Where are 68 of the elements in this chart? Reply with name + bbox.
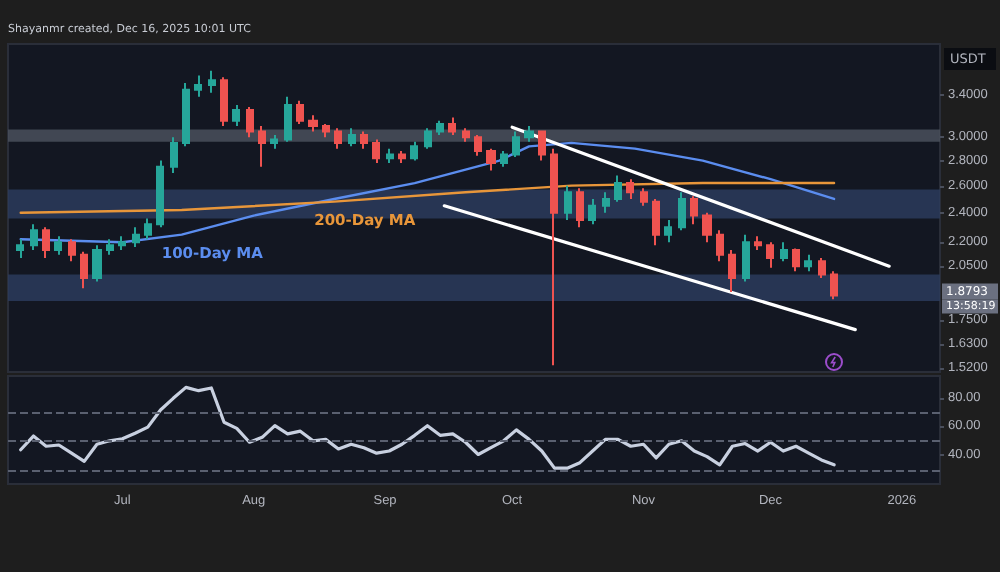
- candlestick: [804, 253, 812, 273]
- candlestick: [194, 74, 202, 98]
- candlestick: [296, 99, 304, 125]
- candlestick: [524, 125, 534, 143]
- candlestick: [702, 211, 712, 244]
- candlestick: [270, 133, 278, 150]
- candlestick: [42, 226, 50, 260]
- candlestick: [500, 150, 508, 168]
- candlestick: [678, 191, 686, 232]
- candlestick: [170, 136, 178, 174]
- candlestick: [538, 129, 546, 162]
- candlestick: [486, 147, 496, 172]
- candlestick: [652, 197, 660, 247]
- candlestick: [602, 191, 610, 214]
- line-series: [19, 141, 836, 244]
- candlestick: [742, 233, 750, 283]
- candlestick: [690, 195, 698, 226]
- line-series: [19, 181, 836, 214]
- candlestick: [512, 130, 520, 158]
- candlestick: [550, 147, 558, 367]
- candlestick: [780, 241, 788, 263]
- candlestick: [80, 250, 88, 290]
- candlestick: [462, 127, 470, 143]
- candlestick: [258, 125, 266, 168]
- candlestick: [106, 238, 114, 256]
- candlestick: [640, 187, 648, 207]
- candlestick: [754, 235, 762, 252]
- candlestick: [576, 187, 584, 229]
- candlestick: [54, 235, 62, 256]
- candlestick: [334, 127, 342, 150]
- candlestick: [372, 138, 380, 164]
- candlestick: [182, 82, 190, 148]
- candlestick: [436, 119, 444, 136]
- candlestick: [424, 127, 432, 150]
- candlestick: [474, 133, 482, 157]
- candlestick: [818, 257, 826, 279]
- candlestick: [410, 140, 418, 162]
- candlestick: [246, 105, 254, 139]
- candlestick: [132, 226, 140, 248]
- candlestick: [348, 127, 356, 148]
- candlestick: [448, 116, 456, 136]
- candlestick: [118, 235, 126, 252]
- candlestick: [156, 159, 164, 229]
- candlestick: [588, 197, 596, 226]
- candlestick: [220, 76, 228, 128]
- candlestick: [386, 147, 394, 164]
- candlestick: [792, 247, 800, 273]
- candlestick: [664, 218, 672, 244]
- candlestick: [614, 174, 622, 203]
- candlestick: [30, 223, 38, 252]
- candlestick: [284, 95, 292, 143]
- candlestick: [398, 150, 406, 164]
- candlestick: [626, 178, 634, 200]
- candlestick: [322, 122, 330, 139]
- candlestick: [360, 130, 368, 150]
- candlestick: [208, 69, 216, 94]
- candlestick: [92, 244, 102, 283]
- candlestick: [728, 249, 736, 293]
- candlestick: [564, 184, 572, 221]
- candlestick: [16, 238, 24, 260]
- candlestick: [766, 241, 774, 269]
- candlestick: [830, 270, 838, 301]
- candlestick: [144, 217, 152, 241]
- candlestick: [232, 103, 240, 128]
- candlestick: [308, 114, 318, 133]
- candlestick: [68, 238, 76, 263]
- line-series: [19, 385, 836, 470]
- candlestick: [716, 229, 724, 263]
